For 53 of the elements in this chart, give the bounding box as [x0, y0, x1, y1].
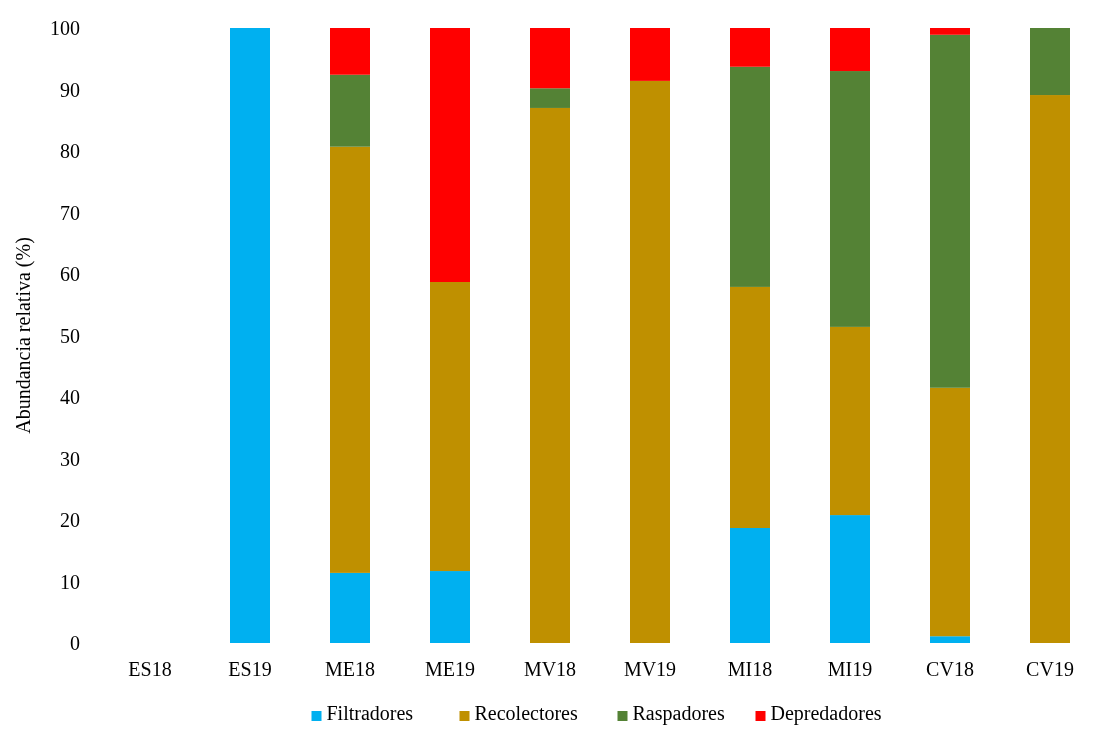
- y-tick-label: 100: [50, 17, 80, 39]
- x-tick-label: ME19: [425, 658, 475, 680]
- y-axis-title: Abundancia relativa (%): [12, 237, 35, 434]
- x-tick-label: ES18: [128, 658, 172, 680]
- x-tick-label: CV18: [926, 658, 974, 680]
- bar: [830, 71, 870, 327]
- bar: [930, 387, 970, 637]
- bar: [530, 28, 570, 89]
- bar: [1030, 95, 1070, 643]
- y-tick-label: 30: [60, 447, 80, 470]
- bar: [330, 28, 370, 75]
- bar: [930, 636, 970, 643]
- bar: [430, 282, 470, 572]
- bar: [330, 572, 370, 643]
- legend-label: Depredadores: [770, 702, 882, 725]
- bar: [730, 66, 770, 287]
- bar: [830, 28, 870, 72]
- x-tick-label: CV19: [1026, 658, 1074, 680]
- y-tick-label: 60: [60, 263, 80, 285]
- x-tick-label: MI18: [727, 658, 773, 680]
- bar: [330, 146, 370, 573]
- legend-label: Recolectores: [474, 702, 578, 724]
- x-tick-label: MV18: [523, 658, 577, 680]
- bar: [530, 88, 570, 108]
- y-tick-label: 80: [60, 140, 80, 162]
- legend-label: Raspadores: [632, 702, 725, 725]
- bar: [530, 107, 570, 643]
- bar: [930, 28, 970, 35]
- legend-label: Filtradores: [326, 702, 414, 724]
- bar: [430, 28, 470, 282]
- x-tick-label: MI19: [827, 658, 873, 680]
- bar: [630, 28, 670, 81]
- y-tick-label: 70: [60, 201, 80, 224]
- bar: [730, 28, 770, 67]
- bar: [930, 34, 970, 388]
- bar: [1030, 28, 1070, 96]
- x-tick-label: ES19: [228, 658, 272, 680]
- y-tick-label: 40: [60, 386, 80, 408]
- y-tick-label: 20: [60, 509, 80, 531]
- x-tick-label: MV19: [623, 658, 677, 680]
- bar: [430, 571, 470, 643]
- y-tick-label: 50: [60, 324, 80, 347]
- bar: [730, 528, 770, 643]
- bar: [630, 80, 670, 643]
- bar: [730, 286, 770, 528]
- bar: [330, 74, 370, 147]
- y-tick-label: 10: [60, 570, 80, 593]
- y-tick-label: 90: [60, 78, 80, 101]
- bar: [230, 28, 270, 643]
- bar: [830, 326, 870, 516]
- bar: [830, 515, 870, 643]
- y-tick-label: 0: [70, 632, 80, 654]
- x-tick-label: ME18: [325, 658, 375, 680]
